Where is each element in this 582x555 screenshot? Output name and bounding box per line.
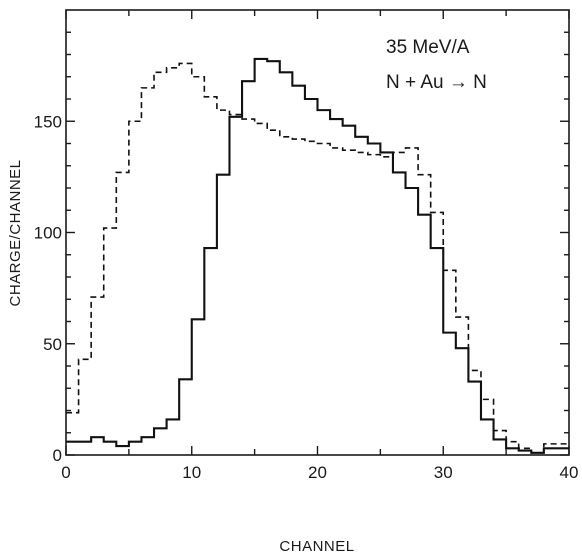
histogram-series bbox=[66, 57, 569, 454]
y-tick-label: 150 bbox=[34, 112, 62, 131]
y-tick-label: 50 bbox=[43, 335, 62, 354]
axis-ticks bbox=[65, 10, 570, 456]
annotation-energy: 35 MeV/A bbox=[386, 37, 470, 58]
series-dashed-histogram bbox=[66, 62, 569, 454]
x-tick-label: 0 bbox=[61, 463, 70, 482]
annotation-reaction: N + Au → N bbox=[386, 72, 487, 93]
y-tick-label: 0 bbox=[53, 446, 62, 465]
y-axis-label: CHARGE/CHANNEL bbox=[7, 159, 24, 306]
series-solid-histogram bbox=[66, 57, 569, 454]
x-tick-label: 30 bbox=[434, 463, 453, 482]
x-tick-label: 10 bbox=[182, 463, 201, 482]
plot-frame bbox=[65, 9, 570, 456]
y-tick-label: 100 bbox=[34, 224, 62, 243]
axis-tick-labels: 0 10 20 30 40 0 50 100 150 bbox=[34, 112, 579, 482]
x-tick-label: 20 bbox=[308, 463, 327, 482]
x-axis-label: CHANNEL bbox=[279, 538, 354, 555]
x-tick-label: 40 bbox=[560, 463, 579, 482]
